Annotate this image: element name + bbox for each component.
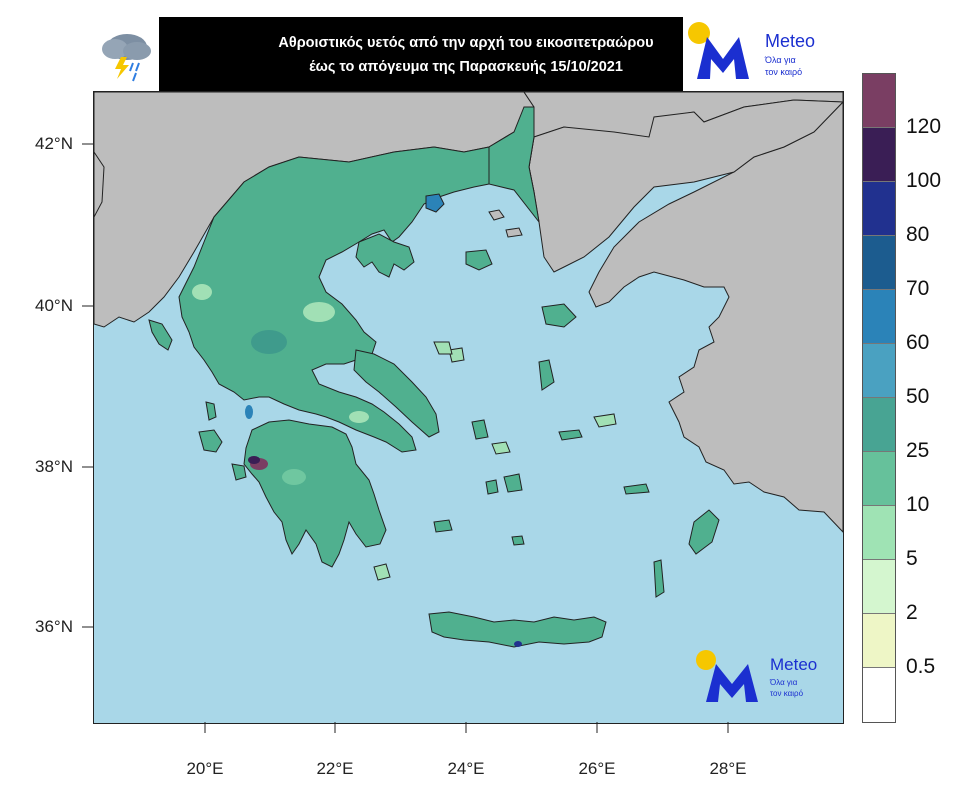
- turkey-land: [588, 101, 843, 533]
- zakynthos: [231, 463, 247, 481]
- legend-level-label: 5: [906, 547, 918, 570]
- chalkidiki: [355, 233, 415, 278]
- lon-label-28: 28°E: [709, 759, 747, 778]
- svg-text:Όλα για: Όλα για: [769, 678, 798, 687]
- skyros: [448, 347, 465, 363]
- brand-name: Meteo: [765, 31, 816, 51]
- legend-swatch: [863, 236, 895, 290]
- skiathos-group: [433, 341, 453, 355]
- lon-label-22: 22°E: [316, 759, 354, 778]
- legend-swatch: [863, 128, 895, 182]
- kefalonia: [198, 429, 223, 453]
- light-rain-patch: [349, 411, 369, 423]
- svg-text:τον καιρό: τον καιρό: [770, 689, 804, 698]
- corfu: [148, 319, 173, 351]
- legend-level-label: 120: [906, 115, 942, 138]
- heavy-rain-spot: [245, 405, 253, 419]
- title-banner: Αθροιστικός υετός από την αρχή του εικοσ…: [93, 17, 842, 91]
- peloponnese: [243, 419, 387, 568]
- rhodes: [688, 509, 720, 555]
- legend-swatch: [863, 74, 895, 128]
- legend-level-label: 25: [906, 439, 930, 462]
- greek-thrace: [488, 106, 540, 223]
- lon-label-24: 24°E: [447, 759, 485, 778]
- naxos: [503, 473, 523, 493]
- map-meteo-watermark: Meteo Όλα για τον καιρό: [696, 650, 817, 702]
- legend-swatch: [863, 344, 895, 398]
- moderate-rain-patch: [282, 469, 306, 485]
- paros: [485, 479, 499, 495]
- legend-level-label: 70: [906, 277, 930, 300]
- ikaria: [558, 429, 583, 441]
- tinos-mykonos: [491, 441, 511, 455]
- brand-tagline-1: Όλα για: [765, 55, 796, 65]
- crete-rain-spot: [514, 641, 522, 647]
- euboea: [353, 349, 440, 438]
- legend-swatch: [863, 452, 895, 506]
- legend-level-label: 10: [906, 493, 930, 516]
- legend-level-label: 100: [906, 169, 942, 192]
- lat-ticks: [82, 143, 93, 628]
- meteo-logo-icon: [688, 22, 749, 79]
- legend-swatch: [863, 614, 895, 668]
- gokceada: [505, 227, 523, 238]
- lemnos: [465, 249, 493, 271]
- legend-swatch: [863, 182, 895, 236]
- legend-level-label: 2: [906, 601, 918, 624]
- lefkada: [205, 401, 217, 421]
- crete: [428, 611, 607, 648]
- samothraki: [488, 209, 505, 221]
- thrace-land: [528, 99, 843, 273]
- svg-text:Meteo: Meteo: [770, 655, 817, 674]
- very-heavy-rain-spot: [248, 456, 260, 464]
- brand-tagline-2: τον καιρό: [765, 67, 803, 77]
- legend-swatch: [863, 290, 895, 344]
- milos: [433, 519, 453, 533]
- meteo-logo: Meteo Όλα για τον καιρό: [683, 17, 842, 91]
- legend-level-label: 0.5: [906, 655, 936, 678]
- title-line-1: Αθροιστικός υετός από την αρχή του εικοσ…: [278, 35, 654, 51]
- kos: [623, 483, 650, 495]
- thasos: [425, 193, 445, 213]
- lon-label-26: 26°E: [578, 759, 616, 778]
- light-rain-patch: [192, 284, 212, 300]
- legend-level-label: 50: [906, 385, 930, 408]
- color-legend: [862, 73, 896, 723]
- map-canvas: Meteo Όλα για τον καιρό: [94, 92, 843, 723]
- lat-label-38: 38°N: [35, 457, 73, 476]
- kythira: [373, 563, 391, 581]
- heavier-rain-patch: [251, 330, 287, 354]
- light-rain-patch: [303, 302, 335, 322]
- lat-label-36: 36°N: [35, 617, 73, 636]
- legend-swatch: [863, 506, 895, 560]
- legend-swatch: [863, 398, 895, 452]
- title-line-2: έως το απόγευμα της Παρασκευής 15/10/202…: [309, 59, 623, 75]
- samos: [593, 413, 617, 428]
- lesbos: [541, 303, 577, 328]
- rain-cloud-lightning-icon: [102, 34, 151, 82]
- lat-label-40: 40°N: [35, 296, 73, 315]
- andros: [471, 419, 489, 440]
- karpathos: [653, 559, 665, 598]
- lat-label-42: 42°N: [35, 134, 73, 153]
- legend-level-label: 60: [906, 331, 930, 354]
- chios: [538, 359, 555, 391]
- weather-logo-box: [93, 17, 159, 91]
- legend-swatch: [863, 668, 895, 722]
- lon-ticks: [204, 722, 729, 733]
- santorini: [511, 535, 525, 546]
- legend-swatch: [863, 560, 895, 614]
- rainfall-map: Meteo Όλα για τον καιρό: [93, 91, 844, 724]
- lon-label-20: 20°E: [186, 759, 224, 778]
- italy-heel: [94, 151, 105, 218]
- legend-level-label: 80: [906, 223, 930, 246]
